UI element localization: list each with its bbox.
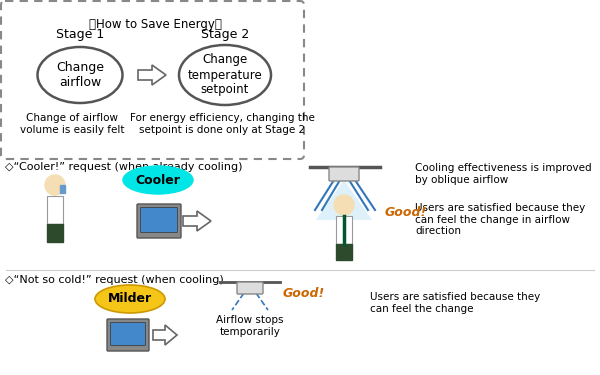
- Text: Airflow stops
temporarily: Airflow stops temporarily: [216, 315, 284, 337]
- FancyBboxPatch shape: [107, 319, 149, 351]
- Circle shape: [45, 175, 65, 195]
- Text: ◇“Cooler!” request (when already cooling): ◇“Cooler!” request (when already cooling…: [5, 162, 242, 172]
- Text: Cooler: Cooler: [136, 174, 181, 186]
- Text: Cooling effectiveness is improved
by oblique airflow: Cooling effectiveness is improved by obl…: [415, 163, 592, 184]
- Bar: [336, 216, 352, 244]
- Text: Milder: Milder: [108, 292, 152, 306]
- Text: ◇“Not so cold!” request (when cooling): ◇“Not so cold!” request (when cooling): [5, 275, 224, 285]
- Polygon shape: [153, 325, 177, 345]
- Bar: [47, 224, 63, 242]
- Polygon shape: [316, 180, 344, 220]
- Text: Good!: Good!: [385, 206, 427, 219]
- FancyBboxPatch shape: [137, 204, 181, 238]
- Polygon shape: [183, 211, 211, 231]
- FancyBboxPatch shape: [1, 1, 304, 159]
- Text: Stage 1: Stage 1: [56, 28, 104, 41]
- Ellipse shape: [95, 285, 165, 313]
- Circle shape: [334, 195, 354, 215]
- Bar: [47, 196, 63, 224]
- Bar: [336, 244, 352, 260]
- Text: Users are satisfied because they
can feel the change in airflow
direction: Users are satisfied because they can fee…: [415, 203, 585, 236]
- Text: Change
airflow: Change airflow: [56, 61, 104, 89]
- Ellipse shape: [123, 166, 193, 194]
- Text: 〈How to Save Energy〉: 〈How to Save Energy〉: [89, 18, 221, 31]
- Text: Stage 2: Stage 2: [201, 28, 249, 41]
- Text: Change of airflow
volume is easily felt: Change of airflow volume is easily felt: [20, 113, 124, 135]
- Text: Good!: Good!: [283, 287, 325, 300]
- Bar: [60, 185, 65, 193]
- Text: For energy efficiency, changing the
setpoint is done only at Stage 2: For energy efficiency, changing the setp…: [130, 113, 314, 135]
- Text: Users are satisfied because they
can feel the change: Users are satisfied because they can fee…: [370, 292, 540, 314]
- FancyBboxPatch shape: [140, 207, 178, 232]
- FancyBboxPatch shape: [110, 322, 146, 345]
- FancyBboxPatch shape: [237, 282, 263, 294]
- Text: Change
temperature
setpoint: Change temperature setpoint: [188, 54, 262, 96]
- Polygon shape: [138, 65, 166, 85]
- FancyBboxPatch shape: [329, 167, 359, 181]
- Polygon shape: [344, 180, 372, 220]
